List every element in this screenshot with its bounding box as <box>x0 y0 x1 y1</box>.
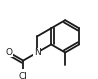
Text: N: N <box>34 48 41 57</box>
Text: O: O <box>6 48 13 57</box>
Text: Cl: Cl <box>19 72 28 79</box>
